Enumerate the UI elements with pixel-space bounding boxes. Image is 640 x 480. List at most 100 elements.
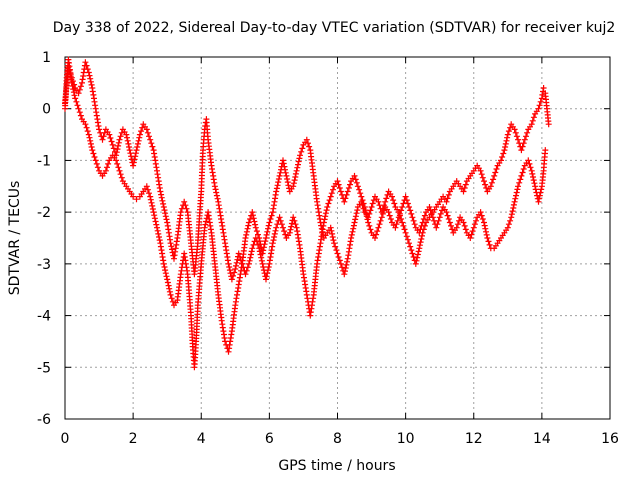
data-point-trail (445, 191, 452, 198)
data-point-trail (183, 205, 190, 212)
x-tick-label: 16 (601, 431, 619, 447)
y-tick-label: 0 (42, 102, 51, 118)
data-point-trail (233, 259, 240, 266)
data-point-trail (483, 185, 490, 191)
data-point-trail (508, 211, 515, 218)
data-point-trail (77, 112, 84, 119)
data-point-trail (163, 216, 170, 223)
data-point (460, 219, 467, 226)
data-point-trail (164, 279, 171, 286)
data-point-trail (250, 212, 256, 219)
data-point-trail (482, 225, 489, 232)
data-point-trail (479, 174, 486, 181)
data-point (75, 105, 82, 112)
data-point (232, 266, 239, 272)
data-point-trail (163, 273, 170, 280)
data-point (85, 69, 92, 76)
data-point (167, 291, 174, 298)
data-point-trail (265, 225, 271, 232)
data-point-trail (281, 228, 288, 235)
data-point-trail (268, 212, 275, 219)
data-point-trail (275, 176, 282, 182)
data-point-trail (213, 189, 220, 196)
data-point (75, 90, 82, 97)
data-point-trail (100, 133, 107, 140)
data-point-trail (408, 210, 415, 217)
data-point (126, 147, 133, 154)
data-point-trail (478, 171, 485, 178)
data-point-trail (298, 148, 305, 155)
data-point-trail (462, 226, 469, 233)
data-point (222, 338, 229, 345)
data-point (518, 172, 525, 179)
data-point-trail (294, 164, 301, 171)
data-point-trail (499, 154, 506, 160)
data-point-trail (502, 140, 509, 147)
data-point-trail (345, 185, 352, 191)
data-point (136, 131, 143, 138)
data-point (446, 219, 453, 226)
data-point (65, 64, 72, 71)
x-tick-label: 10 (397, 431, 415, 447)
data-point-trail (285, 182, 292, 189)
data-point-trail (265, 267, 271, 274)
data-point-trail (107, 135, 114, 141)
data-point-trail (93, 109, 100, 116)
data-point-trail (159, 197, 166, 204)
data-point-trail (252, 221, 259, 228)
data-point-trail (357, 190, 364, 197)
data-point-trail (202, 221, 209, 228)
data-point (167, 240, 174, 247)
data-point-trail (277, 217, 284, 224)
data-point (540, 85, 547, 91)
data-point-trail (90, 150, 97, 157)
data-point (89, 147, 96, 154)
data-point-trail (258, 254, 265, 261)
data-point-trail (529, 117, 536, 124)
data-point (406, 204, 412, 210)
data-point-trail (124, 137, 131, 144)
data-point (518, 147, 525, 154)
x-tick-labels: 0 2 4 6 8 10 12 14 16 (61, 431, 619, 447)
data-point-trail (80, 69, 87, 76)
data-point (181, 198, 188, 205)
data-point-trail (148, 199, 155, 206)
data-point (460, 188, 467, 195)
data-point-trail (117, 171, 124, 178)
data-point-trail (387, 216, 394, 222)
data-point-trail (168, 295, 175, 302)
data-point-trail (265, 222, 272, 229)
data-point-trail (356, 186, 363, 193)
data-point (368, 204, 375, 210)
data-point (320, 219, 327, 226)
data-point-trail (152, 218, 159, 225)
data-point-trail (339, 264, 345, 271)
data-point-trail (439, 207, 445, 214)
data-point-trail (76, 109, 83, 116)
data-point-trail (93, 160, 100, 167)
data-point-trail (288, 223, 295, 230)
data-point-trail (479, 216, 486, 222)
data-point (249, 209, 256, 216)
data-point-trail (214, 195, 221, 202)
data-point-trail (238, 257, 244, 264)
data-point-trail (329, 234, 336, 240)
data-point-trail (536, 195, 543, 202)
data-point (160, 260, 167, 267)
data-point-trail (77, 83, 84, 90)
data-point-trail (381, 207, 388, 214)
data-point-trail (468, 231, 475, 238)
data-point-trail (168, 243, 175, 250)
y-axis-label: SDTVAR / TECUs (7, 181, 23, 296)
data-point-trail (512, 195, 519, 202)
data-point-trail (118, 174, 125, 181)
data-point-trail (306, 143, 313, 150)
data-point-trail (263, 273, 270, 280)
y-tick-label: -5 (37, 360, 51, 376)
data-point-trail (482, 181, 489, 188)
data-point-trail (400, 222, 407, 229)
data-point (372, 235, 378, 241)
data-point (164, 276, 171, 283)
data-point-trail (519, 169, 526, 176)
data-point (392, 224, 399, 231)
